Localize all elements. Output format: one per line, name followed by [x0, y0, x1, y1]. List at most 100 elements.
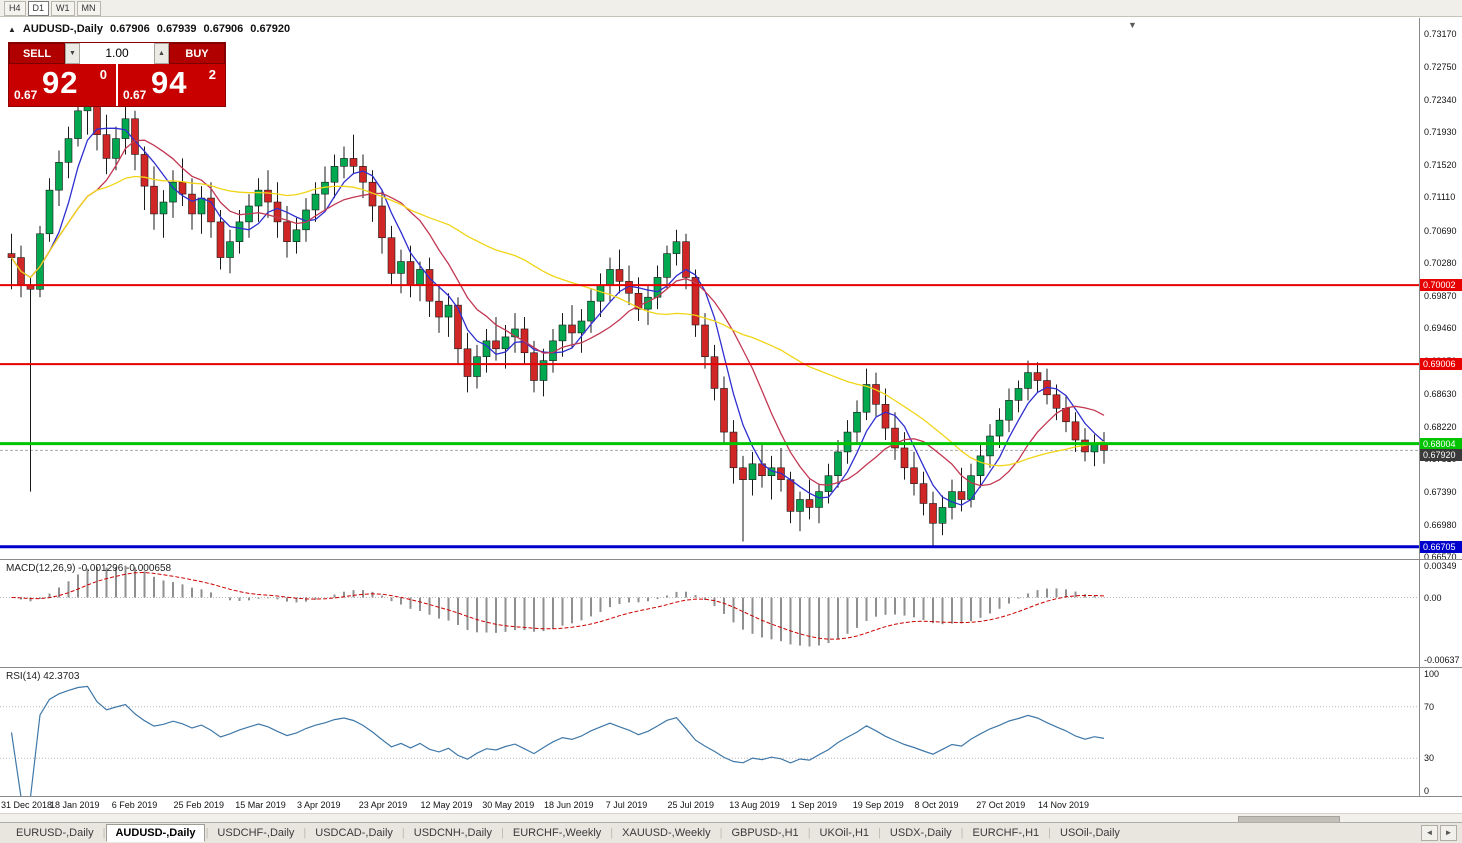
chart-tab-eurchf[interactable]: EURCHF-,Weekly	[512, 827, 602, 839]
open-value: 0.67906	[110, 23, 150, 35]
support-resistance-lines[interactable]	[0, 284, 1420, 549]
buy-button[interactable]: BUY	[169, 43, 225, 64]
price-axis-label: 0.69870	[1424, 290, 1457, 301]
volume-down-icon: ▼	[69, 50, 76, 57]
date-axis-label: 18 Jan 2019	[50, 800, 100, 810]
tab-separator: |	[807, 827, 811, 839]
date-axis-label: 13 Aug 2019	[729, 800, 780, 810]
rsi-axis-label: 30	[1424, 753, 1435, 764]
timeframe-button-h4[interactable]: H4	[4, 0, 26, 16]
chart-tab-xauusd[interactable]: XAUUSD-,Weekly	[622, 827, 711, 839]
volume-up-button[interactable]: ▲	[154, 43, 169, 64]
volume-up-icon: ▲	[158, 50, 165, 57]
rsi-line	[10, 685, 1105, 797]
volume-input[interactable]: 1.00	[80, 43, 154, 64]
tab-scroll-arrows: ◄ ►	[1421, 825, 1462, 841]
low-value: 0.67906	[203, 23, 244, 35]
chart-tab-usdcnh[interactable]: USDCNH-,Daily	[413, 827, 492, 839]
date-axis-label: 7 Jul 2019	[605, 800, 648, 810]
date-axis-label: 18 Jun 2019	[544, 800, 594, 810]
macd-axis: 0.00349 0.00 -0.00637	[1419, 560, 1462, 667]
chart-tab-eurusd[interactable]: EURUSD-,Daily	[16, 827, 94, 839]
tab-separator: |	[102, 827, 106, 839]
macd-chart[interactable]	[0, 560, 1420, 666]
macd-pane[interactable]: MACD(12,26,9) -0.001296 -0.000658 0.0034…	[0, 559, 1462, 667]
date-axis: 31 Dec 2018 18 Jan 2019 6 Feb 2019 25 Feb 2…	[0, 796, 1462, 813]
macd-histogram	[20, 565, 1105, 647]
rsi-axis-label: 100	[1424, 669, 1440, 679]
rsi-axis-label: 0	[1424, 786, 1430, 796]
rsi-pane[interactable]: RSI(14) 42.3703 100 70 30 0	[0, 667, 1462, 797]
chart-tab-usdx[interactable]: USDX-,Daily	[889, 827, 952, 839]
rsi-chart[interactable]	[0, 668, 1420, 797]
price-level-badge: 0.70002	[1420, 279, 1462, 292]
symbol-marker-icon: ▲	[8, 25, 16, 34]
price-axis-label: 0.68630	[1424, 389, 1457, 399]
chart-tab-audusd[interactable]: AUDUSD-,Daily	[106, 824, 205, 842]
date-axis-label: 8 Oct 2019	[914, 800, 959, 810]
date-axis-label: 15 Mar 2019	[235, 800, 286, 810]
tab-separator: |	[401, 827, 405, 839]
price-axis-label: 0.68220	[1424, 421, 1457, 432]
chart-tab-usdcad[interactable]: USDCAD-,Daily	[315, 827, 393, 839]
one-click-trading-panel: SELL ▼ 1.00 ▲ BUY 0.67 92 0 0.67 94 2	[8, 42, 226, 107]
macd-axis-label: 0.00	[1424, 592, 1442, 603]
tab-separator: |	[610, 827, 614, 839]
date-axis-label: 25 Jul 2019	[667, 800, 715, 810]
candles-layer	[7, 83, 1108, 548]
buy-price-display[interactable]: 0.67 94 2	[118, 64, 225, 106]
price-chart[interactable]	[0, 18, 1420, 559]
close-value: 0.67920	[250, 23, 291, 35]
timeframe-button-w1[interactable]: W1	[51, 0, 75, 16]
price-axis-label: 0.72340	[1424, 94, 1457, 105]
sell-price-display[interactable]: 0.67 92 0	[9, 64, 116, 106]
buy-price-base: 0.67	[123, 88, 147, 102]
bid-price-badge: 0.67920	[1420, 449, 1462, 462]
horizontal-scrollbar[interactable]	[0, 813, 1462, 823]
tab-scroll-left-icon[interactable]: ◄	[1421, 825, 1438, 841]
date-axis-label: 6 Feb 2019	[111, 800, 158, 810]
sell-price-big: 92	[42, 65, 79, 100]
chart-tab-gbpusd[interactable]: GBPUSD-,H1	[731, 827, 799, 839]
price-axis-label: 0.69460	[1424, 323, 1457, 334]
chart-tab-eurchf[interactable]: EURCHF-,H1	[972, 827, 1040, 839]
tab-scroll-right-icon[interactable]: ►	[1440, 825, 1457, 841]
date-axis-label: 27 Oct 2019	[976, 800, 1026, 810]
rsi-axis-label: 70	[1424, 701, 1435, 712]
chart-ohlc-line: ▲ AUDUSD-,Daily 0.67906 0.67939 0.67906 …	[8, 23, 290, 36]
price-axis-label: 0.70280	[1424, 258, 1457, 269]
volume-down-button[interactable]: ▼	[65, 43, 80, 64]
date-axis-label: 14 Nov 2019	[1038, 800, 1090, 810]
price-level-badge: 0.68004	[1420, 437, 1462, 450]
sell-button[interactable]: SELL	[9, 43, 65, 64]
price-axis-label: 0.72750	[1424, 62, 1457, 73]
price-level-badge: 0.69006	[1420, 358, 1462, 371]
price-level-badge: 0.66705	[1420, 540, 1462, 553]
date-axis-label: 12 May 2019	[420, 800, 473, 810]
price-axis-label: 0.73170	[1424, 28, 1457, 39]
timeframe-button-d1[interactable]: D1	[27, 0, 50, 16]
date-axis-label: 30 May 2019	[482, 800, 535, 810]
tab-separator: |	[878, 827, 881, 839]
timeframe-toolbar: H4 D1 W1 MN	[0, 0, 1462, 17]
buy-price-big: 94	[151, 65, 188, 100]
high-value: 0.67939	[156, 23, 197, 35]
macd-axis-label: 0.00349	[1424, 561, 1457, 571]
price-axis-label: 0.66570	[1424, 552, 1457, 563]
date-axis-label: 31 Dec 2018	[1, 800, 53, 810]
tab-separator: |	[205, 827, 209, 839]
chart-tab-usdchf[interactable]: USDCHF-,Daily	[217, 827, 295, 839]
price-axis: 0.73170 0.72750 0.72340 0.71930 0.71520 0.711…	[1419, 18, 1462, 563]
timeframe-button-mn[interactable]: MN	[76, 0, 101, 16]
chart-tab-usoil[interactable]: USOil-,Daily	[1060, 827, 1120, 839]
chart-shift-marker-icon: ▼	[1128, 20, 1137, 30]
date-axis-label: 3 Apr 2019	[297, 800, 341, 810]
price-axis-label: 0.71930	[1424, 127, 1457, 138]
chart-tab-ukoil[interactable]: UKOil-,H1	[819, 827, 870, 839]
moving-average-lines	[10, 127, 1105, 506]
tab-separator: |	[1048, 827, 1051, 839]
price-axis-label: 0.71110	[1424, 192, 1456, 203]
tab-separator: |	[960, 827, 964, 839]
price-pane[interactable]: ▲ AUDUSD-,Daily 0.67906 0.67939 0.67906 …	[0, 18, 1462, 563]
price-axis-label: 0.71520	[1424, 159, 1457, 170]
